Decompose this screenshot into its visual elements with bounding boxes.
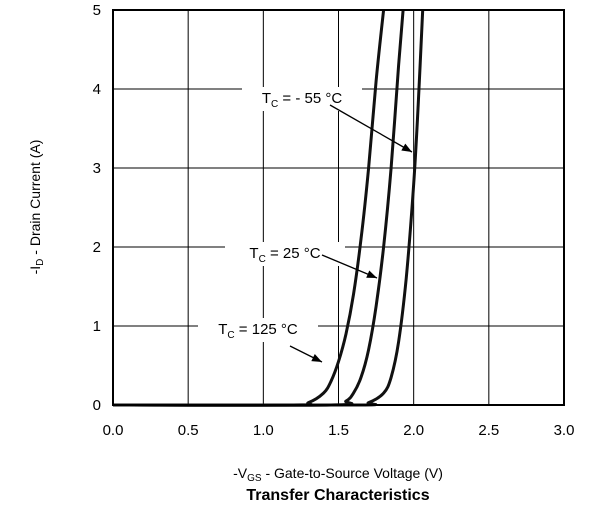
curve-annotations: TC = 125 °C TC = 25 °C TC = - 55 °C [198,87,413,363]
annotation-tm55: TC = - 55 °C [262,90,343,110]
y-tick-label: 4 [93,81,101,98]
plot-frame [112,9,565,406]
annotation-backing [225,242,345,266]
y-tick-label: 5 [93,2,101,19]
y-tick-labels: 0 1 2 3 4 5 [93,2,101,414]
series-line-t25 [112,9,405,407]
annotation-arrowhead [366,270,377,278]
x-tick-label: 2.0 [403,422,424,439]
annotation-backing [198,318,318,342]
annotation-t125: TC = 125 °C [218,321,298,341]
x-axis-label: -VGS - Gate-to-Source Voltage (V) [233,465,443,484]
series-line-t125 [112,9,386,407]
y-tick-label: 3 [93,160,101,177]
annotation-arrowhead [311,354,322,362]
x-tick-label: 3.0 [554,422,575,439]
x-tick-label: 1.5 [328,422,349,439]
grid [112,9,565,406]
y-tick-label: 2 [93,239,101,256]
annotation-arrowhead [401,143,412,152]
y-axis-label: -ID - Drain Current (A) [27,140,46,275]
annotation-t25: TC = 25 °C [249,245,320,265]
annotation-arrow-line [329,104,413,153]
x-tick-label: 0.5 [178,422,199,439]
y-tick-label: 1 [93,318,101,335]
annotation-backing [242,87,362,111]
x-tick-label: 1.0 [253,422,274,439]
chart-title: Transfer Characteristics [246,487,429,504]
y-tick-label: 0 [93,397,101,414]
curves [112,9,425,407]
x-tick-label: 2.5 [478,422,499,439]
x-tick-label: 0.0 [103,422,124,439]
x-tick-labels: 0.0 0.5 1.0 1.5 2.0 2.5 3.0 [103,422,575,439]
